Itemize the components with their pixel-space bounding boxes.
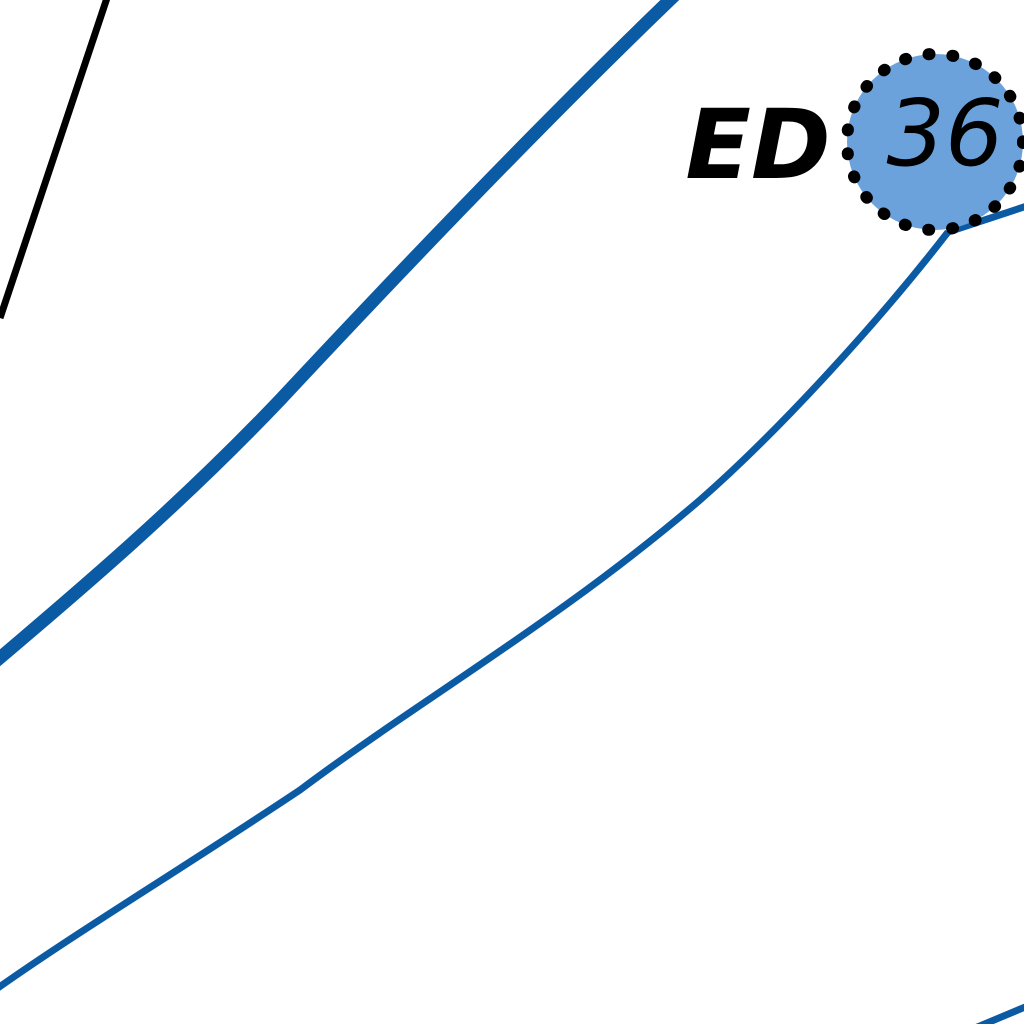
route-line-thin[interactable]: [0, 229, 951, 991]
route-line-connector[interactable]: [946, 203, 1024, 236]
route-line-fragment[interactable]: [975, 1003, 1024, 1024]
badge-circle: [841, 48, 1024, 236]
boundary-line: [0, 0, 111, 320]
badge-number: 36: [886, 80, 1003, 187]
route-label-prefix: ED: [685, 89, 830, 201]
route-badge[interactable]: 36: [841, 48, 1024, 236]
route-line-thick[interactable]: [0, 0, 680, 667]
